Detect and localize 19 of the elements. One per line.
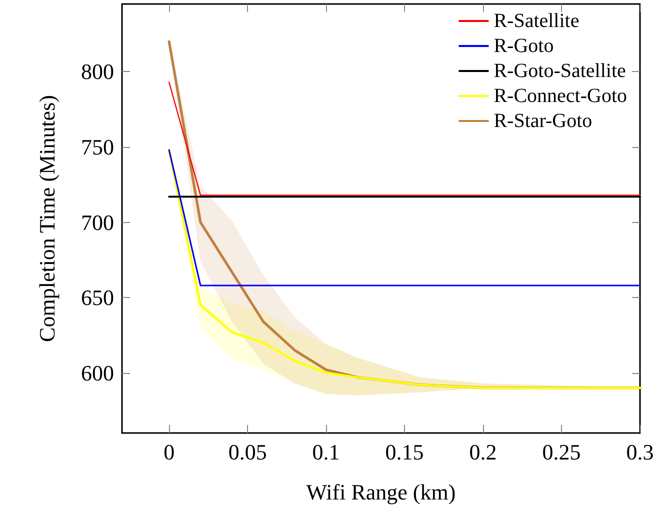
y-axis-title: Completion Time (Minutes): [34, 95, 60, 342]
legend-label: R-Star-Goto: [494, 110, 592, 132]
y-tick-label: 700: [81, 210, 114, 235]
legend-label: R-Satellite: [494, 10, 580, 32]
x-tick-label: 0: [164, 440, 175, 464]
legend-label: R-Goto-Satellite: [494, 60, 626, 82]
y-tick-label: 650: [81, 285, 114, 310]
x-tick-label: 0.1: [312, 440, 340, 464]
y-tick-label: 750: [81, 134, 114, 160]
y-tick-label: 600: [81, 360, 114, 386]
x-tick-label: 0.15: [385, 440, 424, 464]
x-axis-title: Wifi Range (km): [306, 480, 456, 504]
x-tick-label: 0.25: [542, 440, 581, 464]
x-tick-label: 0.2: [469, 440, 497, 464]
y-tick-label: 800: [81, 59, 114, 84]
x-tick-label: 0.3: [626, 440, 654, 464]
legend-label: R-Connect-Goto: [494, 85, 627, 107]
x-tick-label: 0.05: [228, 440, 267, 464]
legend-label: R-Goto: [494, 35, 554, 57]
